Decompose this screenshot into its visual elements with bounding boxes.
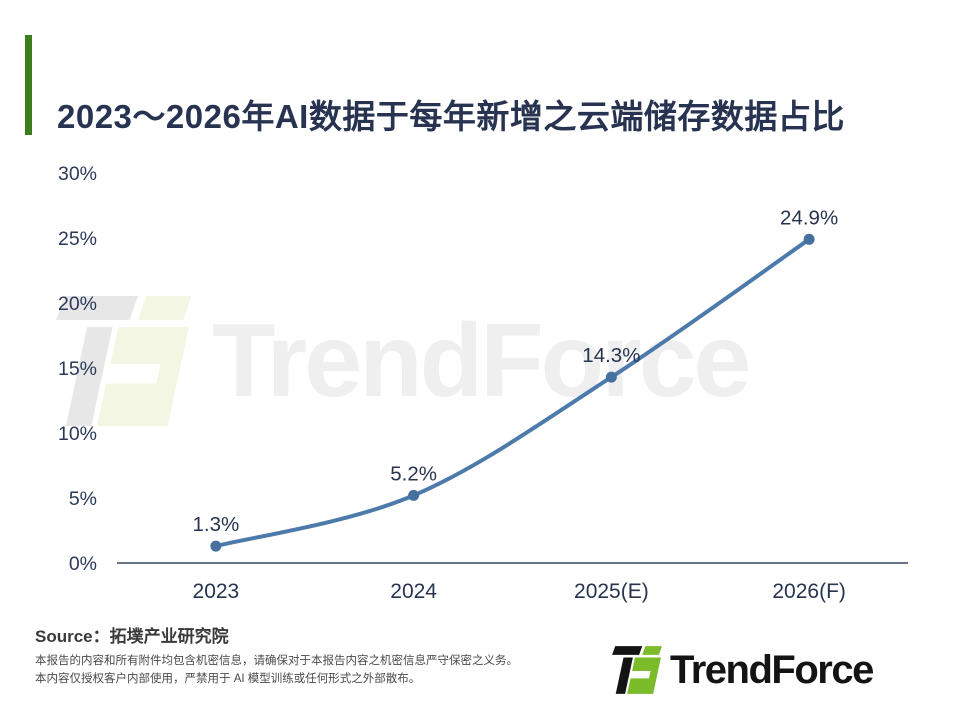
x-axis-label: 2026(F) (772, 580, 846, 603)
line-chart: 0% 5% 10% 15% 20% 25% 30% 2023 2024 2025(E) 2026(F… (58, 163, 908, 603)
data-point (210, 540, 222, 552)
x-axis-label: 2023 (193, 580, 240, 603)
y-axis-tick-label: 20% (58, 293, 97, 315)
y-axis-tick-label: 5% (69, 488, 97, 510)
y-axis-tick-label: 30% (58, 163, 97, 185)
disclaimer: 本报告的内容和所有附件均包含机密信息，请确保对于本报告内容之机密信息严守保密之义… (35, 653, 518, 688)
data-point-label: 5.2% (390, 462, 437, 485)
data-point-label: 1.3% (193, 513, 240, 536)
trendforce-logo-icon (612, 646, 662, 694)
title-accent-bar (25, 35, 32, 135)
x-axis-label: 2024 (390, 580, 437, 603)
trendforce-logo: TrendForce (610, 641, 874, 699)
data-point-label: 14.3% (582, 344, 640, 367)
source-line: Source：拓墣产业研究院 (35, 627, 229, 646)
trendforce-logo-text: TrendForce (670, 648, 874, 692)
y-axis-tick-label: 10% (58, 423, 97, 445)
y-axis-tick-label: 0% (69, 553, 97, 575)
disclaimer-line-2: 本内容仅授权客户内部使用，严禁用于 AI 模型训练或任何形式之外部散布。 (35, 672, 421, 685)
data-point (803, 233, 815, 245)
disclaimer-line-1: 本报告的内容和所有附件均包含机密信息，请确保对于本报告内容之机密信息严守保密之义… (35, 655, 518, 667)
page-title: 2023～2026年AI数据于每年新增之云端储存数据占比 (57, 98, 845, 136)
y-axis-tick-label: 25% (58, 228, 97, 250)
x-axis-label: 2025(E) (574, 580, 649, 603)
data-point-label: 24.9% (780, 206, 838, 229)
y-axis-tick-label: 15% (58, 358, 97, 380)
data-point (605, 371, 617, 383)
data-point (408, 489, 420, 501)
data-series-line (213, 237, 812, 549)
